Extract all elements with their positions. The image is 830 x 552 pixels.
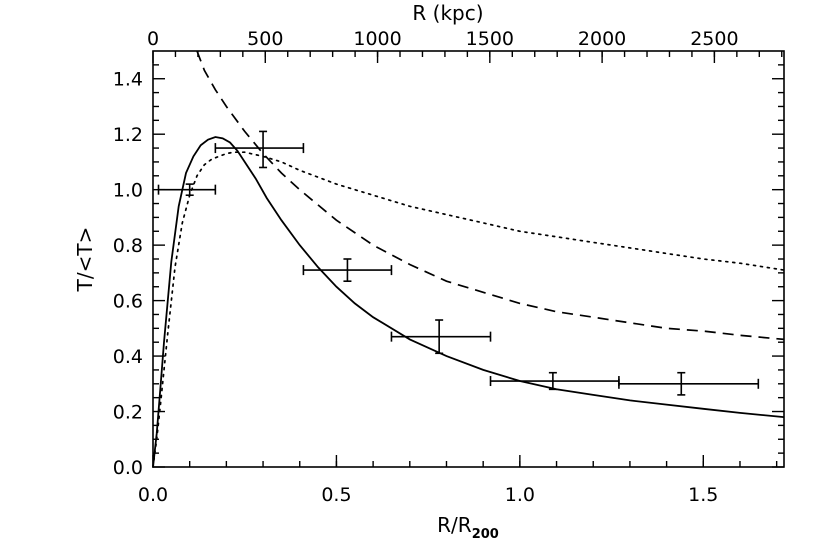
curve-dashed [196, 50, 785, 341]
y-tick-label: 0.8 [113, 235, 143, 257]
x-axis-title-main: R/R [437, 513, 472, 537]
y-tick-label: 1.2 [113, 124, 143, 146]
x2-tick-label: 0 [147, 28, 159, 50]
x2-tick-label: 2500 [690, 28, 738, 50]
x-axis-title-subscript: 200 [472, 527, 499, 542]
ticks [152, 51, 784, 468]
data-point [214, 130, 305, 169]
x-tick-label: 0.5 [321, 484, 351, 506]
x-tick-label: 0.0 [138, 484, 168, 506]
y-tick-label: 0.2 [113, 402, 143, 424]
curve-solid [152, 136, 785, 468]
data-point [390, 319, 492, 355]
points [157, 130, 760, 396]
x2-tick-label: 1500 [466, 28, 514, 50]
y-tick-label: 0.0 [113, 457, 143, 479]
y-axis-title: T/<T> [73, 227, 97, 293]
data-point [618, 371, 760, 396]
plot-frame [152, 50, 785, 468]
x2-tick-label: 1000 [353, 28, 401, 50]
data-point [302, 258, 393, 282]
curve-dotted [152, 151, 785, 468]
x2-tick-label: 2000 [578, 28, 626, 50]
y-tick-label: 0.4 [113, 346, 143, 368]
x2-tick-label: 500 [247, 28, 283, 50]
y-tick-label: 1.4 [113, 69, 143, 91]
curves [152, 50, 785, 468]
top-axis-title: R (kpc) [412, 1, 483, 25]
data-point [157, 183, 217, 197]
x-tick-label: 1.0 [505, 484, 535, 506]
x-tick-label: 1.5 [688, 484, 718, 506]
tick-labels: 0.0 0.5 1.0 1.5 0 500 1000 1500 2000 2500 0.0 0.2 0.… [113, 28, 739, 506]
x-axis-title: R/R200 [437, 513, 499, 542]
y-tick-label: 1.0 [113, 180, 143, 202]
y-tick-label: 0.6 [113, 291, 143, 313]
data-point [489, 371, 620, 391]
